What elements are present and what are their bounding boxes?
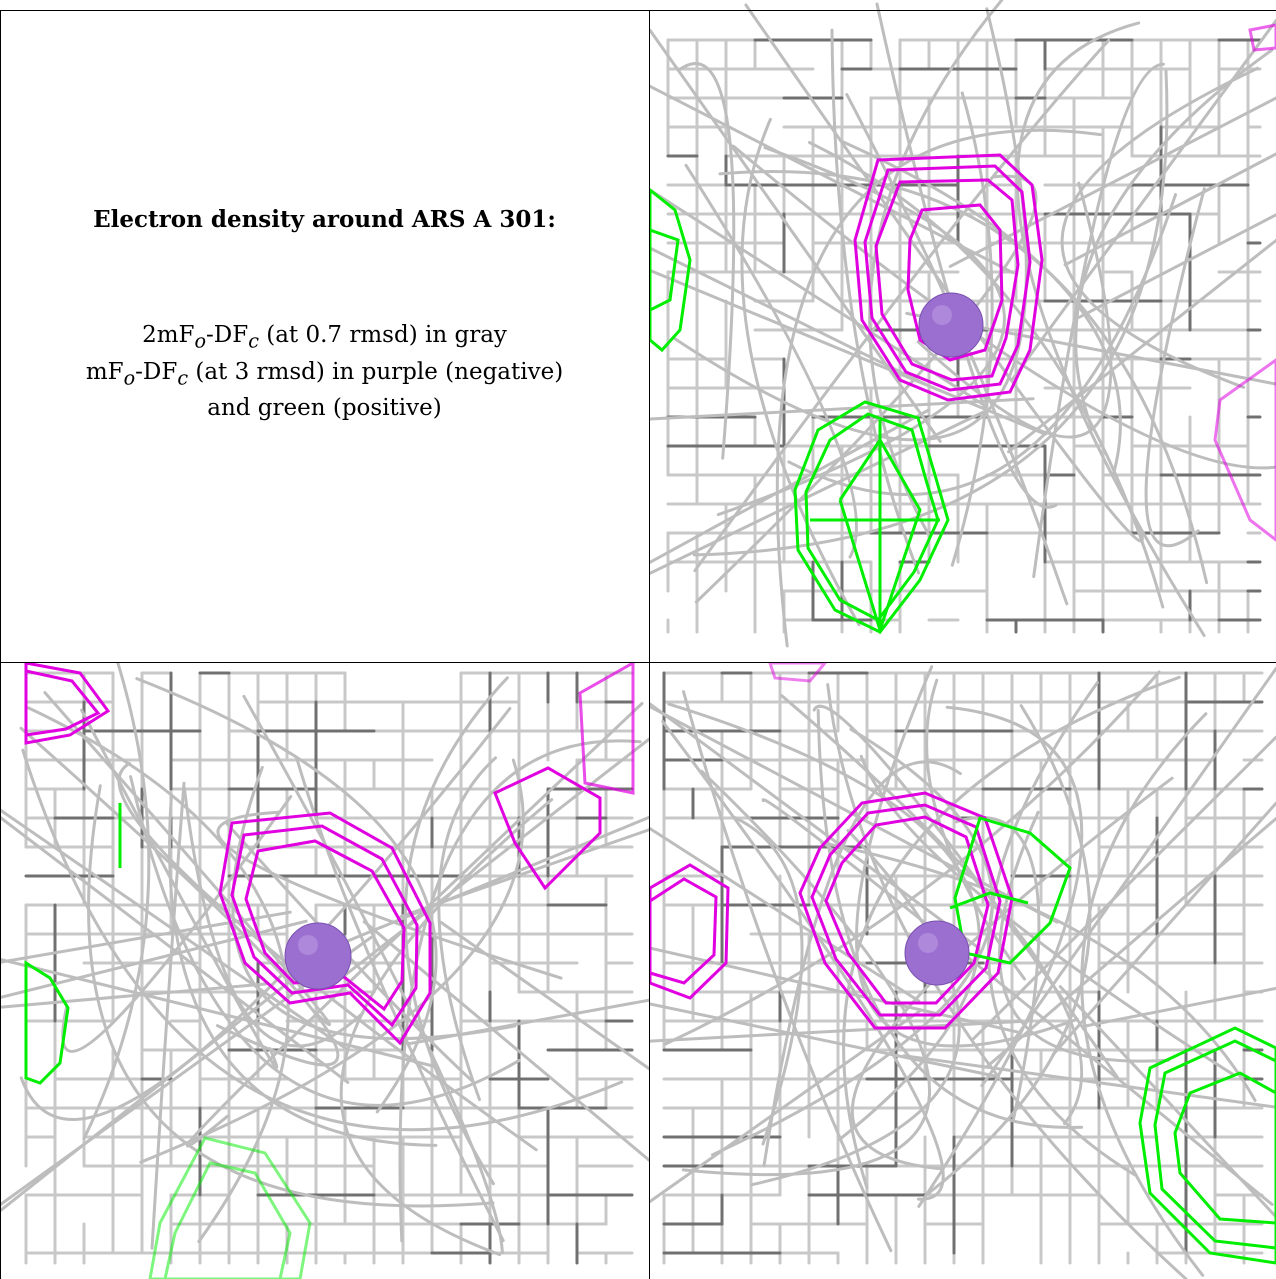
positive-density-contours: [949, 816, 1276, 1265]
positive-density-contours: [650, 188, 950, 635]
density-view-bottom-left: [0, 663, 649, 1279]
arsenic-atom: [284, 922, 352, 990]
arsenic-atom: [918, 292, 984, 358]
density-panel-bottom-right: [650, 663, 1276, 1279]
table-rule-center: [649, 10, 650, 1279]
density-panel-bottom-left: [0, 663, 649, 1279]
negative-density-contours: [650, 663, 1014, 1030]
density-view-top-right: [650, 0, 1276, 648]
gray-mesh-2fo-fc: [0, 663, 649, 1265]
gray-mesh-2fo-fc: [650, 665, 1276, 1279]
legend-text: 2mFo-DFc (at 0.7 rmsd) in gray mFo-DFc (…: [0, 320, 649, 423]
table-rule-left: [0, 10, 1, 1279]
density-view-bottom-right: [650, 663, 1276, 1279]
negative-density-contours: [853, 23, 1276, 542]
figure-title: Electron density around ARS A 301:: [93, 206, 556, 233]
legend-line-fo-fc: mFo-DFc (at 3 rmsd) in purple (negative): [85, 358, 564, 390]
caption-cell: Electron density around ARS A 301: 2mFo-…: [0, 0, 649, 662]
table-rule-middle: [0, 662, 1276, 663]
arsenic-atom: [904, 920, 970, 986]
positive-density-contours: [24, 803, 312, 1279]
legend-line-positive: and green (positive): [207, 395, 442, 422]
legend-line-2fo-fc: 2mFo-DFc (at 0.7 rmsd) in gray: [142, 322, 507, 353]
negative-density-contours: [24, 663, 635, 1046]
density-panel-top-right: [650, 0, 1276, 662]
table-rule-top: [0, 10, 1276, 11]
